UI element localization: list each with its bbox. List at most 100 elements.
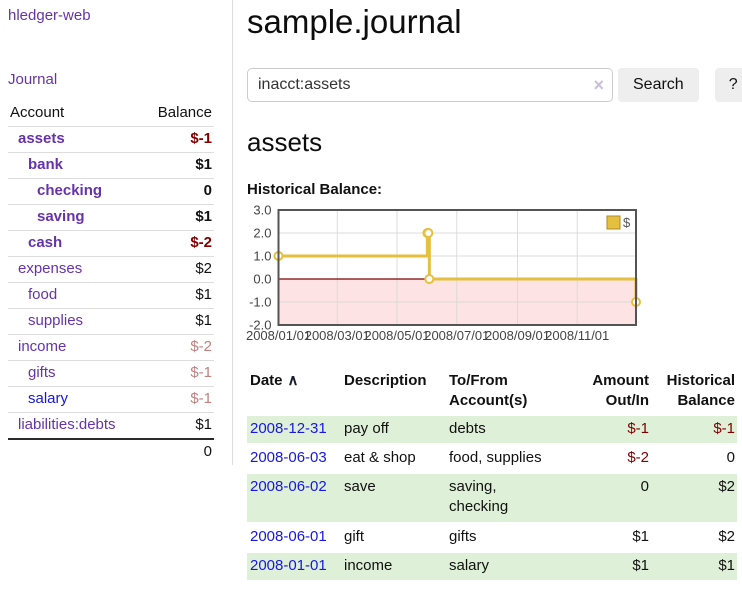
- account-link-income[interactable]: income: [18, 338, 67, 355]
- account-row-gifts: gifts $-1: [8, 360, 214, 387]
- accounts-total-value: 0: [203, 443, 212, 460]
- accounts-header-row: Account Balance: [8, 102, 214, 127]
- svg-text:2008/09/01: 2008/09/01: [485, 328, 550, 343]
- account-link-assets[interactable]: assets: [18, 130, 65, 147]
- transaction-amount: $1: [632, 527, 649, 545]
- transaction-amount: 0: [557, 474, 651, 522]
- transaction-accounts: gifts: [449, 527, 477, 545]
- transaction-balance: 0: [726, 448, 735, 466]
- clear-search-icon[interactable]: ×: [593, 75, 604, 95]
- register-row: 2008-06-03 eat & shop food, supplies $-2…: [247, 445, 737, 472]
- register-row: 2008-01-01 income salary $1 $1: [247, 552, 737, 580]
- help-button[interactable]: ?: [714, 68, 742, 102]
- account-link-gifts[interactable]: gifts: [28, 364, 56, 381]
- transaction-balance: $2: [651, 474, 737, 522]
- account-balance: $1: [195, 156, 212, 173]
- transaction-description: pay off: [344, 415, 449, 443]
- account-balance: $-1: [190, 390, 212, 407]
- transaction-amount: $1: [557, 552, 651, 580]
- account-row-bank: bank $1: [8, 152, 214, 179]
- accounts-header-balance: Balance: [157, 104, 212, 121]
- transaction-accounts: food, supplies: [449, 448, 542, 466]
- account-balance: $1: [195, 312, 212, 329]
- svg-text:2008/05/01: 2008/05/01: [364, 328, 429, 343]
- account-link-supplies[interactable]: supplies: [28, 312, 84, 329]
- svg-text:2.0: 2.0: [253, 226, 271, 241]
- legend-swatch: [606, 215, 621, 230]
- transaction-amount: $-2: [627, 448, 649, 466]
- account-balance: 0: [203, 182, 212, 199]
- account-row-supplies: supplies $1: [8, 308, 214, 335]
- register-table: Date ∧ Description To/From Account(s) Amo…: [247, 367, 737, 582]
- transaction-date-link[interactable]: 2008-06-03: [250, 448, 327, 466]
- brand-link[interactable]: hledger-web: [8, 7, 91, 24]
- accounts-table: Account Balance assets $-1 bank $1 check…: [8, 102, 214, 465]
- account-balance: $-2: [190, 234, 212, 251]
- svg-text:2008/03/01: 2008/03/01: [305, 328, 370, 343]
- svg-text:1.0: 1.0: [253, 249, 271, 264]
- transaction-description: eat & shop: [344, 448, 416, 466]
- account-row-expenses: expenses $2: [8, 256, 214, 283]
- account-link-checking[interactable]: checking: [37, 182, 103, 199]
- svg-text:-2.0: -2.0: [249, 318, 271, 333]
- legend-label: $: [623, 215, 631, 230]
- account-balance: $1: [195, 416, 212, 433]
- account-link-saving[interactable]: saving: [37, 208, 85, 225]
- register-row: 2008-12-31 pay off debts $-1 $-1: [247, 415, 737, 443]
- register-header-date[interactable]: Date ∧: [250, 372, 299, 389]
- brand: hledger-web: [8, 7, 222, 24]
- register-row: 2008-06-01 gift gifts $1 $2: [247, 524, 737, 551]
- main-content: sample.journal × Search ? assets Histori…: [233, 0, 742, 602]
- account-row-saving: saving $1: [8, 204, 214, 231]
- register-header-amount: Amount Out/In: [592, 372, 649, 410]
- account-link-expenses[interactable]: expenses: [18, 260, 83, 277]
- account-balance: $-1: [190, 364, 212, 381]
- account-row-checking: checking 0: [8, 178, 214, 205]
- transaction-description: save: [344, 474, 449, 522]
- account-row-assets: assets $-1: [8, 126, 214, 153]
- balance-chart-svg: 3.0 2.0 1.0 0.0 -1.0 -2.02008/01/012008/03/01…: [246, 203, 641, 343]
- account-balance: $1: [195, 208, 212, 225]
- transaction-date-link[interactable]: 2008-12-31: [250, 419, 327, 437]
- account-row-liabilities-debts: liabilities:debts $1: [8, 412, 214, 440]
- transaction-date-link[interactable]: 2008-01-01: [250, 556, 327, 574]
- register-heading: assets: [247, 127, 323, 157]
- register-header-balance: Historical Balance: [666, 372, 735, 410]
- transaction-balance: $2: [718, 527, 735, 545]
- account-link-bank[interactable]: bank: [28, 156, 64, 173]
- transaction-accounts: saving, checking: [449, 474, 557, 522]
- svg-text:2008/07/01: 2008/07/01: [424, 328, 489, 343]
- sort-ascending-icon[interactable]: ∧: [287, 372, 299, 389]
- search-button[interactable]: Search: [618, 68, 699, 102]
- account-link-food[interactable]: food: [28, 286, 58, 303]
- transaction-date-link[interactable]: 2008-06-02: [250, 478, 327, 495]
- svg-text:0.0: 0.0: [253, 272, 271, 287]
- accounts-total-row: 0: [8, 439, 214, 465]
- account-link-cash[interactable]: cash: [28, 234, 63, 251]
- account-row-food: food $1: [8, 282, 214, 309]
- transaction-balance: $-1: [651, 415, 737, 443]
- transaction-balance: $1: [651, 552, 737, 580]
- svg-text:3.0: 3.0: [253, 203, 271, 218]
- transaction-accounts: salary: [449, 552, 557, 580]
- nav-journal-link[interactable]: Journal: [8, 71, 58, 88]
- account-balance: $2: [195, 260, 212, 277]
- transaction-amount: $-1: [557, 415, 651, 443]
- account-balance: $-1: [190, 130, 212, 147]
- account-row-income: income $-2: [8, 334, 214, 361]
- transaction-date-link[interactable]: 2008-06-01: [250, 527, 327, 545]
- svg-text:2008/11/01: 2008/11/01: [545, 328, 609, 343]
- account-balance: $1: [195, 286, 212, 303]
- register-header-row: Date ∧ Description To/From Account(s) Amo…: [247, 369, 737, 414]
- search-box: ×: [247, 68, 613, 102]
- transaction-description: gift: [344, 527, 365, 545]
- account-link-salary[interactable]: salary: [28, 390, 69, 407]
- balance-chart: 3.0 2.0 1.0 0.0 -1.0 -2.0 2008/01/01 2008/03/01…: [246, 203, 649, 353]
- account-link-liabilities-debts[interactable]: liabilities:debts: [18, 416, 116, 433]
- svg-text:-1.0: -1.0: [249, 295, 271, 310]
- search-input[interactable]: [247, 68, 613, 102]
- transaction-accounts: debts: [449, 415, 557, 443]
- sidebar: hledger-web Journal Account Balance asse…: [0, 0, 233, 465]
- register-header-description: Description: [344, 372, 427, 389]
